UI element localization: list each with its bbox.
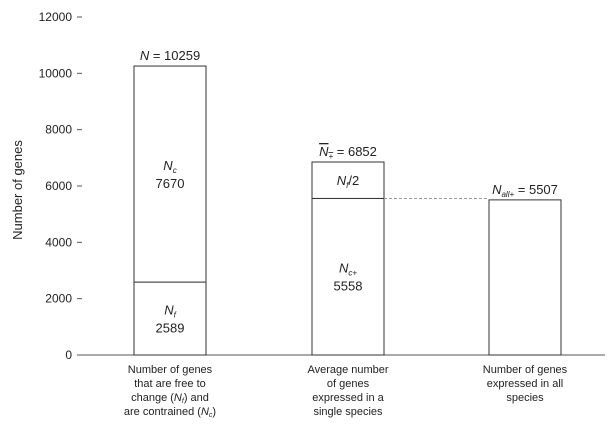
bar-segment xyxy=(311,161,385,199)
category-label-line: Average number xyxy=(307,364,388,376)
bar-total-label: N+ = 6852 xyxy=(319,144,377,161)
bar-segment xyxy=(311,197,385,356)
category-label-line: expressed in a xyxy=(312,392,384,404)
category-label-line: Number of genes xyxy=(128,364,213,376)
category-label-line: species xyxy=(506,392,544,404)
category-label-line: of genes xyxy=(327,378,370,390)
bar-segment xyxy=(488,199,562,356)
category-label-line: that are free to xyxy=(134,378,206,390)
segment-value-label: 5558 xyxy=(334,279,363,294)
category-label-line: expressed in all xyxy=(487,378,563,390)
segment-variable-label: Nc xyxy=(163,158,176,175)
bar-segment xyxy=(133,65,207,283)
y-tick-label: 4000 xyxy=(45,235,72,249)
segment-variable-label: Nc+ xyxy=(339,261,357,278)
y-tick-label: 2000 xyxy=(45,292,72,306)
category-label-line: change (Nf) and xyxy=(131,392,209,405)
segment-variable-label: Nf xyxy=(164,303,176,320)
category-label-line: Number of genes xyxy=(483,364,568,376)
category-label-line: single species xyxy=(313,406,383,418)
y-tick-label: 10000 xyxy=(39,66,73,80)
y-axis-title: Number of genes xyxy=(10,140,25,240)
bar-total-label: Nall+ = 5507 xyxy=(492,182,558,199)
segment-value-label: 7670 xyxy=(156,176,185,191)
y-tick-label: 12000 xyxy=(39,10,73,24)
bar-segment xyxy=(133,281,207,356)
segment-value-label: 2589 xyxy=(156,321,185,336)
y-tick-label: 6000 xyxy=(45,179,72,193)
y-tick-label: 8000 xyxy=(45,123,72,137)
bars xyxy=(133,65,562,356)
y-tick-label: 0 xyxy=(65,348,72,362)
bar-total-label: N = 10259 xyxy=(140,48,200,63)
segment-variable-label: Nf/2 xyxy=(337,173,359,190)
category-label-line: are contrained (Nc) xyxy=(124,406,216,419)
